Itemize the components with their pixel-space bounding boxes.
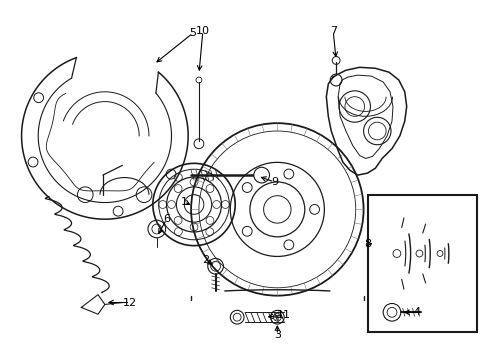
Text: 10: 10 (196, 26, 210, 36)
Text: 12: 12 (123, 297, 137, 307)
Text: 3: 3 (274, 330, 281, 340)
Text: 7: 7 (330, 26, 337, 36)
Text: 4: 4 (413, 307, 420, 317)
Text: 2: 2 (202, 255, 209, 265)
Bar (368, 195, 477, 332)
Text: 11: 11 (277, 310, 291, 320)
Circle shape (254, 167, 270, 183)
Text: 8: 8 (364, 239, 371, 249)
Text: 9: 9 (271, 177, 278, 187)
Text: 6: 6 (163, 214, 170, 224)
Text: 5: 5 (190, 28, 196, 38)
Text: 1: 1 (181, 197, 188, 207)
